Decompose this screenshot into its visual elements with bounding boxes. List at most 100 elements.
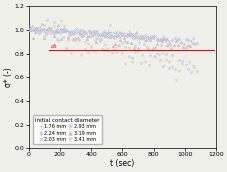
Point (42, 28, 45, 31)
Point (128, 34, 132, 37)
Point (89, 45, 92, 48)
Point (141, 35, 144, 38)
Point (56, 24, 60, 27)
Point (69, 51, 73, 54)
Point (144, 35, 148, 38)
Point (42, 28, 46, 31)
Point (60, 30, 63, 33)
Point (169, 47, 173, 49)
Point (157, 38, 161, 40)
Point (120, 30, 123, 33)
Point (129, 57, 133, 60)
Point (111, 49, 114, 52)
Point (69, 31, 72, 34)
Point (153, 56, 157, 59)
Point (59, 20, 63, 23)
Point (40, 23, 44, 26)
Point (100, 34, 104, 37)
Point (65, 29, 69, 32)
Point (103, 44, 106, 46)
Point (49, 29, 53, 32)
Point (75, 36, 79, 39)
Point (55, 29, 58, 31)
Point (84, 38, 88, 41)
Point (82, 31, 86, 33)
Point (98, 32, 102, 35)
Point (78, 29, 81, 32)
Point (117, 38, 121, 41)
Point (93, 39, 96, 42)
Point (126, 34, 130, 36)
Point (127, 34, 130, 36)
Point (84, 31, 88, 34)
Point (159, 40, 163, 43)
Point (96, 33, 100, 35)
Point (163, 38, 167, 41)
Point (109, 33, 112, 36)
Point (91, 33, 95, 36)
Point (106, 31, 109, 34)
Point (80, 32, 84, 35)
Point (95, 29, 99, 32)
Point (101, 34, 104, 37)
Point (35, 29, 38, 32)
Point (145, 46, 148, 49)
Point (156, 38, 160, 41)
Point (33, 28, 37, 30)
Point (89, 47, 93, 50)
Point (129, 36, 133, 38)
Point (136, 47, 140, 50)
Point (102, 33, 106, 35)
Point (70, 37, 74, 40)
Point (104, 31, 108, 34)
Point (190, 41, 194, 44)
Point (108, 24, 111, 26)
Point (130, 33, 133, 36)
Point (188, 70, 192, 73)
Point (165, 37, 168, 40)
Point (176, 44, 180, 47)
Point (86, 29, 89, 31)
Point (86, 50, 89, 53)
Point (107, 33, 111, 36)
Point (147, 39, 151, 41)
Point (125, 34, 128, 37)
Point (33, 30, 37, 33)
Point (52, 21, 55, 24)
Point (163, 58, 167, 61)
Point (140, 53, 143, 56)
Point (61, 36, 64, 39)
Point (95, 31, 99, 34)
Point (101, 29, 105, 31)
Point (188, 45, 191, 47)
Point (126, 54, 130, 57)
Point (89, 34, 93, 37)
Point (154, 39, 158, 41)
Point (147, 39, 151, 42)
Point (49, 27, 53, 30)
Point (76, 39, 79, 42)
Point (180, 62, 183, 65)
Point (126, 47, 130, 50)
Point (118, 32, 122, 35)
Point (177, 70, 180, 73)
Point (145, 36, 149, 38)
Point (156, 53, 160, 56)
Point (79, 32, 83, 35)
Point (146, 63, 150, 66)
Point (96, 38, 100, 40)
Point (95, 32, 99, 35)
Point (113, 47, 116, 50)
Point (79, 29, 83, 32)
Point (103, 30, 106, 33)
Point (62, 29, 65, 32)
Point (83, 31, 86, 33)
Point (133, 36, 137, 39)
Point (120, 33, 124, 36)
Point (114, 51, 117, 53)
Point (104, 48, 108, 51)
Legend: 1.76 mm, 2.24 mm, 2.03 mm, 2.93 mm, 3.19 mm, 3.41 mm: 1.76 mm, 2.24 mm, 2.03 mm, 2.93 mm, 3.19… (33, 115, 102, 144)
Point (51, 30, 54, 33)
Point (82, 40, 86, 43)
Point (41, 27, 44, 30)
